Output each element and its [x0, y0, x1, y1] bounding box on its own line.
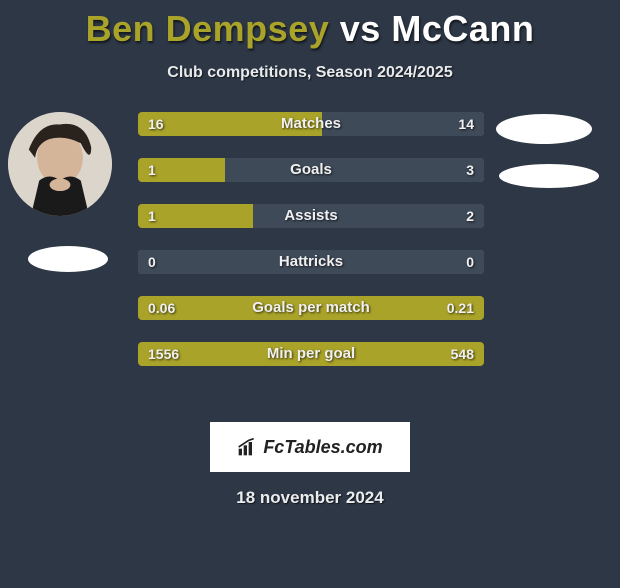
player1-avatar	[8, 112, 112, 216]
comparison-content: 1614Matches 13Goals 12Assists 00Hattricks 0.…	[0, 112, 620, 412]
brand-text: FcTables.com	[263, 437, 382, 458]
stat-row: 12Assists	[138, 204, 484, 228]
chart-icon	[237, 437, 257, 457]
subtitle: Club competitions, Season 2024/2025	[0, 64, 620, 82]
stat-label: Goals per match	[138, 296, 484, 320]
player1-flag-placeholder	[28, 246, 108, 272]
player2-name: McCann	[391, 8, 534, 49]
stat-label: Min per goal	[138, 342, 484, 366]
stat-row: 13Goals	[138, 158, 484, 182]
player2-flag-placeholder	[499, 164, 599, 188]
player2-avatar-placeholder	[496, 114, 592, 144]
stat-row: 0.060.21Goals per match	[138, 296, 484, 320]
stat-label: Matches	[138, 112, 484, 136]
brand-box: FcTables.com	[210, 422, 410, 472]
stat-bars: 1614Matches 13Goals 12Assists 00Hattricks 0.…	[138, 112, 484, 388]
vs-text: vs	[340, 8, 381, 49]
stat-row: 1614Matches	[138, 112, 484, 136]
stat-label: Goals	[138, 158, 484, 182]
avatar-placeholder-icon	[8, 112, 112, 216]
date-text: 18 november 2024	[0, 488, 620, 508]
comparison-title: Ben Dempsey vs McCann	[0, 8, 620, 50]
stat-label: Assists	[138, 204, 484, 228]
stat-label: Hattricks	[138, 250, 484, 274]
player1-name: Ben Dempsey	[86, 8, 330, 49]
stat-row: 1556548Min per goal	[138, 342, 484, 366]
stat-row: 00Hattricks	[138, 250, 484, 274]
